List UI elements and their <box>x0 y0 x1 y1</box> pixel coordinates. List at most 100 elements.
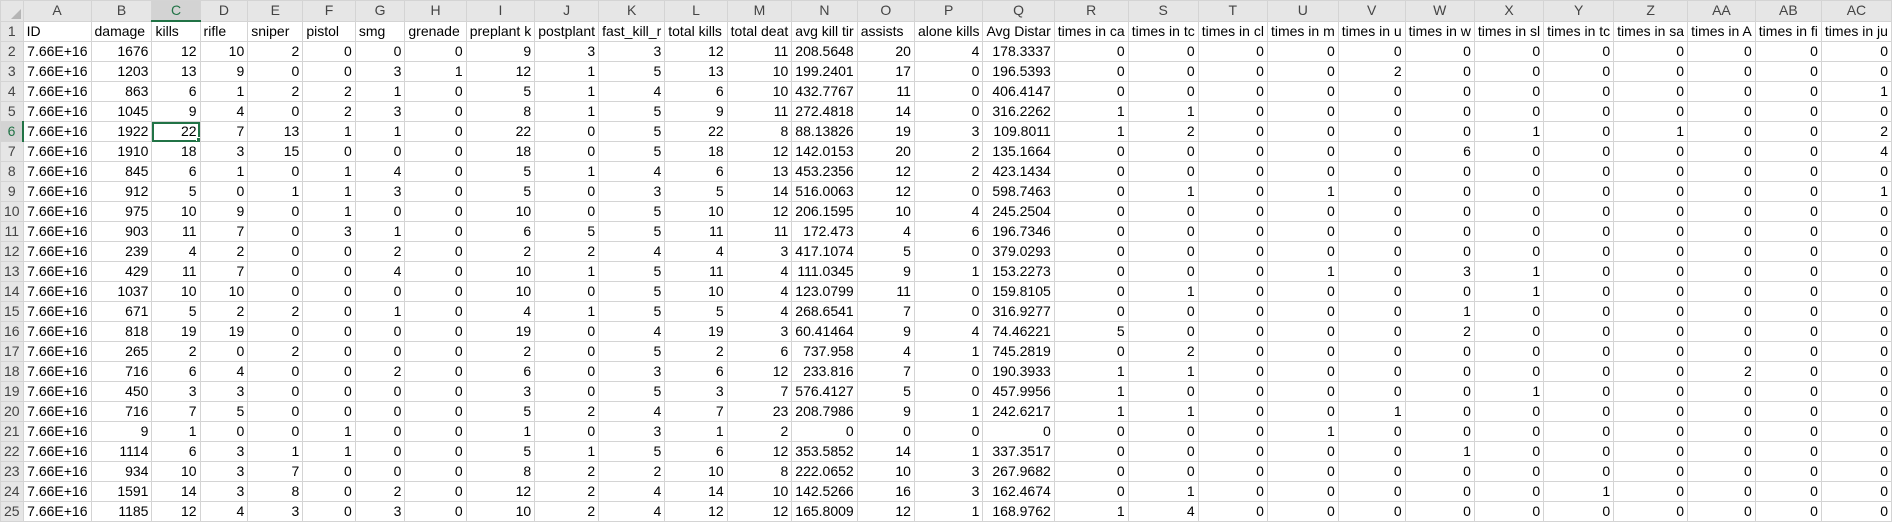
cell-w16[interactable]: 2 <box>1404 321 1475 342</box>
cell-e11[interactable]: 0 <box>247 221 304 242</box>
cell-d10[interactable]: 9 <box>199 201 249 222</box>
cell-f20[interactable]: 0 <box>302 401 356 422</box>
cell-b22[interactable]: 1114 <box>90 441 153 462</box>
cell-h19[interactable]: 0 <box>404 381 467 402</box>
cell-z5[interactable]: 0 <box>1613 101 1689 122</box>
cell-q24[interactable]: 162.4674 <box>982 481 1055 502</box>
cell-s17[interactable]: 2 <box>1127 341 1199 362</box>
cell-m9[interactable]: 14 <box>726 181 793 202</box>
cell-h6[interactable]: 0 <box>404 121 467 142</box>
column-header-x[interactable]: X <box>1473 0 1545 22</box>
cell-x13[interactable]: 1 <box>1473 261 1545 282</box>
cell-v1[interactable]: times in u <box>1337 20 1406 42</box>
cell-k14[interactable]: 5 <box>598 281 666 302</box>
cell-x24[interactable]: 0 <box>1473 481 1545 502</box>
cell-ac15[interactable]: 0 <box>1820 301 1892 322</box>
cell-o5[interactable]: 14 <box>856 101 915 122</box>
cell-r7[interactable]: 0 <box>1053 141 1129 162</box>
cell-e25[interactable]: 3 <box>247 501 304 522</box>
cell-c12[interactable]: 4 <box>151 241 201 262</box>
cell-h21[interactable]: 0 <box>404 421 467 442</box>
cell-s4[interactable]: 0 <box>1127 81 1199 102</box>
cell-f7[interactable]: 0 <box>302 141 356 162</box>
cell-e19[interactable]: 0 <box>247 381 304 402</box>
cell-i10[interactable]: 10 <box>465 201 536 222</box>
cell-r22[interactable]: 0 <box>1053 441 1129 462</box>
cell-e10[interactable]: 0 <box>247 201 304 222</box>
cell-p16[interactable]: 4 <box>913 321 984 342</box>
cell-h20[interactable]: 0 <box>404 401 467 422</box>
cell-ac9[interactable]: 1 <box>1820 181 1892 202</box>
cell-p23[interactable]: 3 <box>913 461 984 482</box>
cell-d11[interactable]: 7 <box>199 221 249 242</box>
cell-w3[interactable]: 0 <box>1404 61 1475 82</box>
row-header-11[interactable]: 11 <box>0 221 24 242</box>
cell-aa18[interactable]: 2 <box>1687 361 1756 382</box>
cell-r13[interactable]: 0 <box>1053 261 1129 282</box>
cell-d3[interactable]: 9 <box>199 61 249 82</box>
cell-j17[interactable]: 0 <box>534 341 600 362</box>
cell-m19[interactable]: 7 <box>726 381 793 402</box>
cell-i15[interactable]: 4 <box>465 301 536 322</box>
cell-ab1[interactable]: times in fi <box>1754 20 1822 42</box>
cell-u7[interactable]: 0 <box>1266 141 1339 162</box>
cell-p24[interactable]: 3 <box>913 481 984 502</box>
cell-r17[interactable]: 0 <box>1053 341 1129 362</box>
cell-q5[interactable]: 316.2262 <box>982 101 1055 122</box>
cell-aa25[interactable]: 0 <box>1687 501 1756 522</box>
cell-n3[interactable]: 199.2401 <box>791 61 858 82</box>
cell-w10[interactable]: 0 <box>1404 201 1475 222</box>
cell-m24[interactable]: 10 <box>726 481 793 502</box>
cell-v25[interactable]: 0 <box>1337 501 1406 522</box>
cell-t22[interactable]: 0 <box>1197 441 1268 462</box>
cell-s7[interactable]: 0 <box>1127 141 1199 162</box>
row-header-14[interactable]: 14 <box>0 281 24 302</box>
cell-x10[interactable]: 0 <box>1473 201 1545 222</box>
cell-ac12[interactable]: 0 <box>1820 241 1892 262</box>
cell-k15[interactable]: 5 <box>598 301 666 322</box>
cell-n14[interactable]: 123.0799 <box>791 281 858 302</box>
cell-z8[interactable]: 0 <box>1613 161 1689 182</box>
cell-y7[interactable]: 0 <box>1543 141 1615 162</box>
cell-z13[interactable]: 0 <box>1613 261 1689 282</box>
cell-o1[interactable]: assists <box>856 20 915 42</box>
cell-w12[interactable]: 0 <box>1404 241 1475 262</box>
cell-o8[interactable]: 12 <box>856 161 915 182</box>
cell-d17[interactable]: 0 <box>199 341 249 362</box>
cell-ab20[interactable]: 0 <box>1754 401 1822 422</box>
cell-b16[interactable]: 818 <box>90 321 153 342</box>
cell-u10[interactable]: 0 <box>1266 201 1339 222</box>
cell-a22[interactable]: 7.66E+16 <box>22 441 92 462</box>
cell-ab11[interactable]: 0 <box>1754 221 1822 242</box>
cell-a10[interactable]: 7.66E+16 <box>22 201 92 222</box>
column-header-s[interactable]: S <box>1127 0 1199 22</box>
cell-d19[interactable]: 3 <box>199 381 249 402</box>
cell-u15[interactable]: 0 <box>1266 301 1339 322</box>
cell-o21[interactable]: 0 <box>856 421 915 442</box>
cell-r8[interactable]: 0 <box>1053 161 1129 182</box>
cell-b1[interactable]: damage <box>90 20 153 42</box>
cell-t3[interactable]: 0 <box>1197 61 1268 82</box>
cell-x14[interactable]: 1 <box>1473 281 1545 302</box>
cell-b5[interactable]: 1045 <box>90 101 153 122</box>
row-header-21[interactable]: 21 <box>0 421 24 442</box>
cell-x19[interactable]: 1 <box>1473 381 1545 402</box>
cell-aa10[interactable]: 0 <box>1687 201 1756 222</box>
cell-w15[interactable]: 1 <box>1404 301 1475 322</box>
cell-x2[interactable]: 0 <box>1473 41 1545 62</box>
cell-f9[interactable]: 1 <box>302 181 356 202</box>
cell-j8[interactable]: 1 <box>534 161 600 182</box>
cell-m17[interactable]: 6 <box>726 341 793 362</box>
cell-b10[interactable]: 975 <box>90 201 153 222</box>
cell-t17[interactable]: 0 <box>1197 341 1268 362</box>
cell-u9[interactable]: 1 <box>1266 181 1339 202</box>
cell-z15[interactable]: 0 <box>1613 301 1689 322</box>
cell-ab23[interactable]: 0 <box>1754 461 1822 482</box>
cell-m8[interactable]: 13 <box>726 161 793 182</box>
cell-t7[interactable]: 0 <box>1197 141 1268 162</box>
cell-ac3[interactable]: 0 <box>1820 61 1892 82</box>
cell-e5[interactable]: 0 <box>247 101 304 122</box>
cell-z2[interactable]: 0 <box>1613 41 1689 62</box>
cell-v8[interactable]: 0 <box>1337 161 1406 182</box>
cell-d16[interactable]: 19 <box>199 321 249 342</box>
